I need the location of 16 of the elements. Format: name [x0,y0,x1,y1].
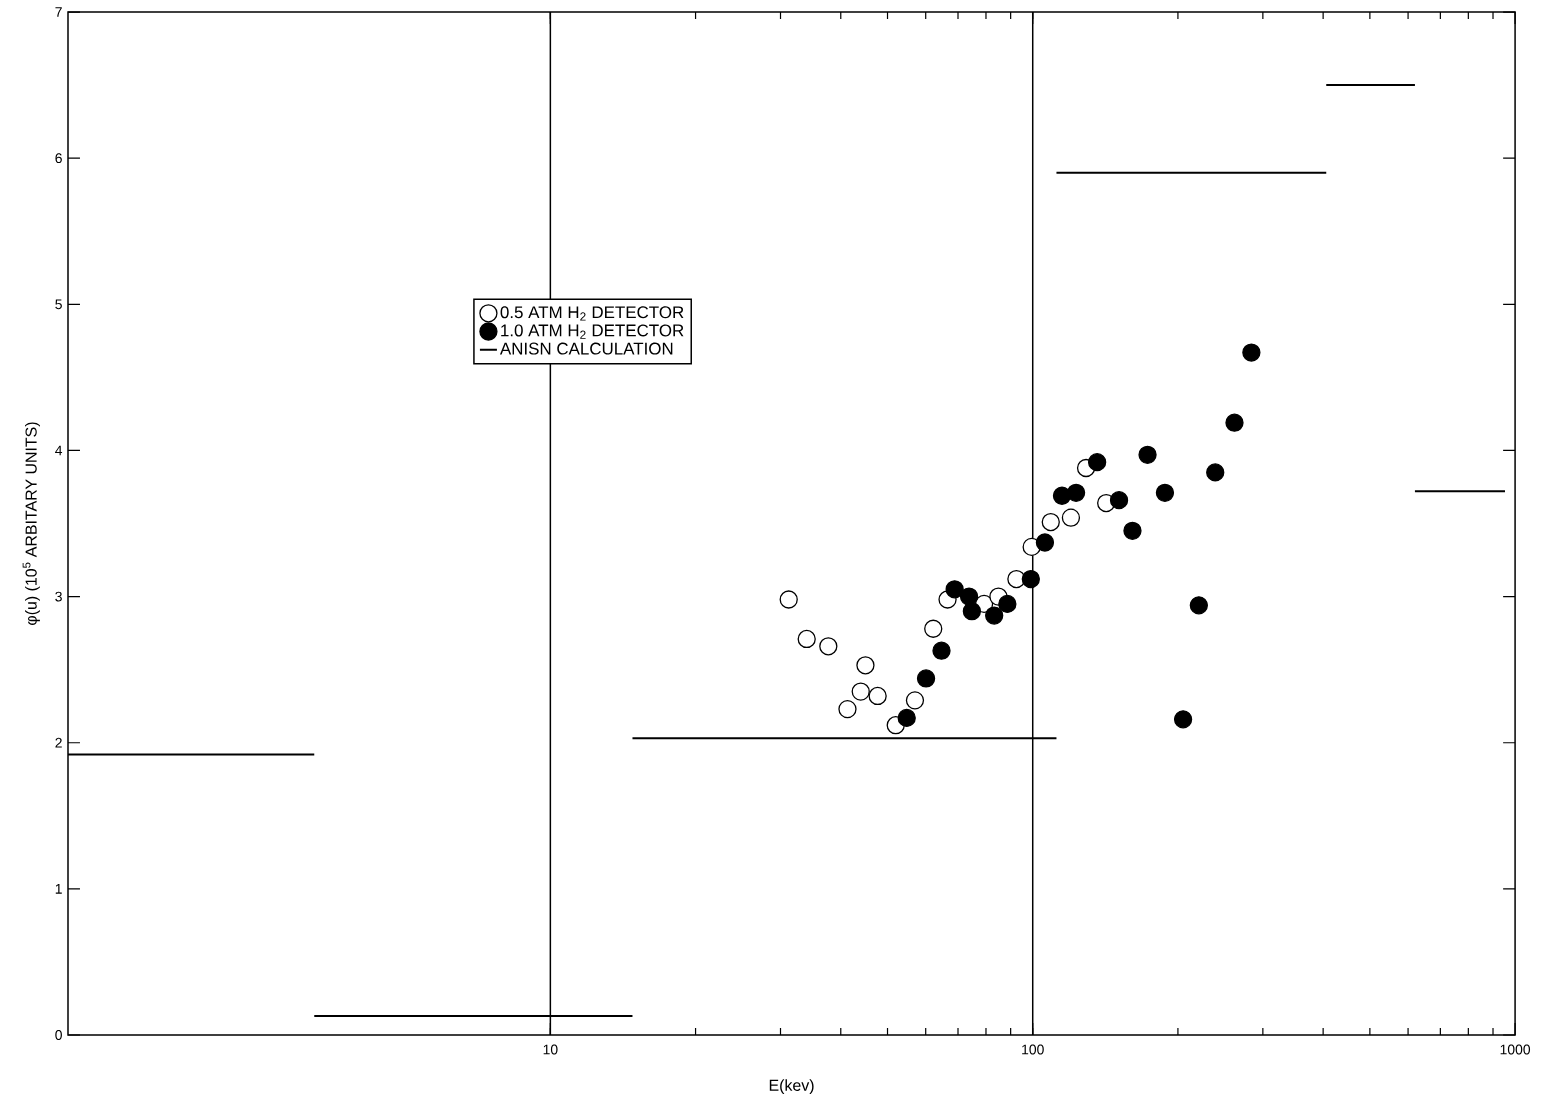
legend-label: 1.0 ATM H$_{2}$ DETECTOR [501,324,684,339]
y-tick-label: 1 [55,884,62,894]
y-tick-label: 6 [55,153,62,164]
x-tick-label: 100 [1022,1044,1044,1055]
legend-label: 0.5 ATM H$_{2}$ DETECTOR [500,306,684,321]
y-tick-label: 4 [55,445,63,456]
y-tick-label: 7 [55,7,62,17]
y-tick-label: 0 [55,1030,62,1040]
y-axis-title: φ(u) (10$^{5}$ ARBITARY UNITS) [22,422,40,625]
y-tick-label: 5 [55,299,62,310]
x-axis-title: E(kev) [769,1079,814,1095]
x-tick-label: 1000 [1500,1044,1531,1055]
x-tick-label: 10 [543,1044,558,1055]
y-tick-label: 2 [55,737,62,748]
legend-label: ANISN CALCULATION [499,342,673,355]
y-tick-label: 3 [55,591,62,602]
